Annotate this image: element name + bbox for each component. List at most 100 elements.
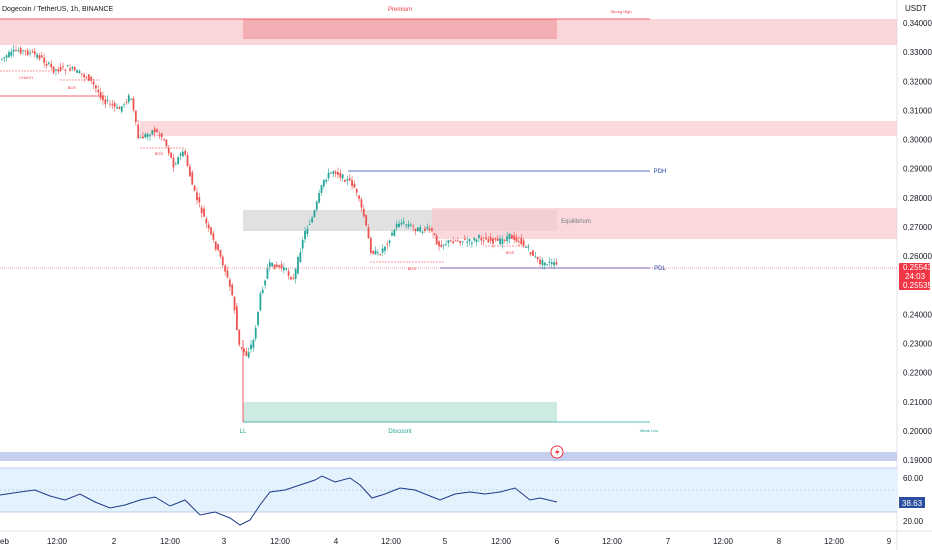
candle-body	[95, 85, 97, 89]
bos-label-3: BOS	[408, 266, 417, 271]
candle-body	[186, 155, 189, 167]
candle-body	[259, 293, 262, 311]
candle-body	[245, 351, 248, 356]
time-axis[interactable]: eb 12:00 2 12:00 3 12:00 4 12:00 5 12:00 6 12:00 7 12…	[0, 537, 892, 546]
candle-body	[198, 197, 201, 203]
candle-body	[471, 242, 473, 244]
candle-body	[118, 107, 121, 110]
candle-body	[92, 81, 95, 85]
candle-body	[369, 238, 372, 253]
candle-body	[325, 180, 328, 182]
candle-body	[104, 99, 107, 105]
candle-body	[412, 226, 415, 227]
candle-body	[8, 52, 10, 57]
candle-body	[337, 172, 339, 176]
supply-zone-2	[432, 208, 897, 239]
pane-separator[interactable]	[0, 452, 897, 461]
price-tick: 0.21000	[903, 398, 932, 407]
candle-body	[10, 51, 13, 56]
candle-body	[43, 57, 46, 63]
candle-body	[332, 171, 335, 174]
candle-body	[398, 223, 400, 227]
candle-body	[31, 51, 34, 53]
candle-body	[543, 262, 546, 266]
candle-body	[360, 199, 363, 208]
candle-body	[433, 233, 436, 235]
candle-body	[146, 133, 149, 137]
candle-body	[344, 180, 346, 182]
candle-body	[475, 239, 478, 243]
rsi-pane[interactable]: 60.00 20.00 38.63	[0, 467, 925, 526]
candle-body	[454, 240, 457, 242]
candle-body	[52, 66, 55, 73]
candle-body	[5, 55, 8, 58]
candle-body	[520, 237, 523, 245]
candle-body	[172, 157, 175, 168]
chart-title[interactable]: Dogecoin / TetherUS, 1h, BINANCE	[2, 6, 113, 13]
candle-body	[275, 264, 278, 268]
candle-body	[463, 238, 466, 240]
candle-body	[76, 70, 78, 73]
candle-body	[421, 231, 424, 233]
candle-body	[466, 241, 469, 243]
candle-body	[214, 241, 217, 250]
candle-body	[529, 252, 532, 255]
supply-zone	[140, 121, 897, 136]
candle-body	[304, 230, 306, 240]
candle-body	[510, 234, 513, 239]
candle-body	[36, 54, 39, 58]
candle-body	[322, 179, 325, 187]
candle-body	[381, 248, 384, 253]
candle-body	[480, 237, 483, 241]
candle-body	[405, 224, 407, 226]
candle-body	[163, 139, 165, 141]
price-tick: 0.33000	[903, 48, 932, 57]
price-tick: 0.32000	[903, 77, 932, 86]
candle-body	[449, 240, 452, 242]
bos-label-1: BOS	[68, 85, 77, 90]
candle-body	[534, 256, 537, 258]
price-tick: 0.31000	[903, 106, 932, 115]
price-tick: 0.20000	[903, 427, 932, 436]
candle-body	[120, 106, 123, 112]
time-tick: 12:00	[602, 537, 623, 546]
candle-body	[243, 348, 245, 353]
candle-body	[33, 51, 36, 55]
candle-body	[17, 50, 20, 52]
candle-body	[330, 172, 332, 174]
price-axis[interactable]: USDT 0.34000 0.33000 0.32000 0.31000 0.30000…	[899, 4, 932, 465]
candle-body	[219, 249, 222, 257]
rsi-line	[0, 475, 558, 526]
candle-body	[83, 74, 86, 78]
candle-body	[266, 268, 269, 279]
time-tick: 12:00	[713, 537, 734, 546]
price-tick: 0.27000	[903, 223, 932, 232]
candle-body	[468, 239, 471, 242]
candle-body	[290, 276, 292, 280]
candle-body	[320, 185, 323, 193]
candle-body	[541, 260, 544, 265]
candle-body	[522, 240, 525, 246]
candle-body	[69, 68, 71, 71]
candle-body	[400, 222, 403, 225]
candle-body	[353, 183, 356, 188]
candle-body	[315, 201, 318, 210]
candle-body	[153, 128, 156, 133]
time-tick: 9	[887, 537, 892, 546]
rsi-tick-60: 60.00	[903, 474, 924, 483]
candle-body	[22, 50, 24, 52]
candle-body	[113, 103, 116, 107]
time-tick: 3	[222, 537, 227, 546]
candle-body	[409, 224, 412, 226]
candle-body	[445, 244, 447, 245]
candle-body	[285, 268, 288, 270]
currency-label: USDT	[905, 4, 927, 13]
candle-body	[379, 254, 382, 255]
candle-body	[478, 235, 480, 238]
candle-body	[252, 339, 255, 348]
candle-body	[109, 103, 111, 105]
candlestick-series[interactable]	[1, 45, 558, 359]
candle-body	[205, 218, 208, 224]
candle-body	[174, 163, 177, 165]
